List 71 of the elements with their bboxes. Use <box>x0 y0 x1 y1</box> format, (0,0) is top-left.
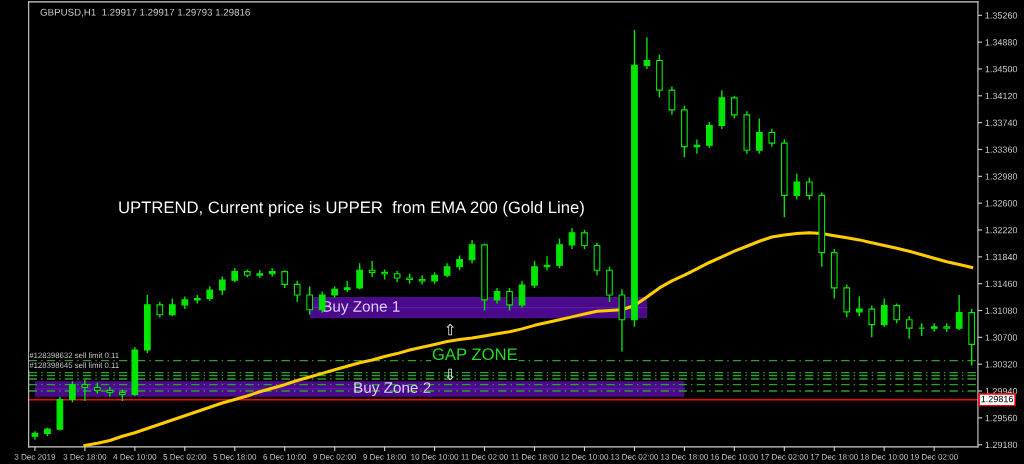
candlestick <box>81 379 89 402</box>
y-tick-label: 1.35260 <box>985 12 1018 19</box>
annotation: ⇧ <box>446 323 454 336</box>
text: GBPUSD,H1 1.29917 1.29917 1.29793 1.29816 <box>40 8 250 17</box>
y-tick-label: 1.32980 <box>985 173 1018 180</box>
x-tick-label: 11 Dec 02:00 <box>461 453 508 460</box>
y-tick-label: 1.29560 <box>985 414 1018 422</box>
annotation: GAP ZONE <box>432 348 518 361</box>
x-tick-label: 5 Dec 02:00 <box>163 453 207 460</box>
candlestick <box>506 287 513 312</box>
candlestick <box>368 260 376 279</box>
y-tick-label: 1.32600 <box>985 200 1018 207</box>
candlestick <box>706 121 713 149</box>
y-tick-label: 1.34500 <box>985 65 1018 73</box>
candlestick <box>793 172 801 201</box>
y-tick-label: 1.34120 <box>985 92 1018 100</box>
x-tick-label: 17 Dec 02:00 <box>760 453 808 460</box>
candlestick <box>218 275 226 296</box>
candlestick <box>556 237 563 269</box>
x-tick-label: 4 Dec 10:00 <box>113 453 157 460</box>
candlestick <box>880 297 888 328</box>
y-tick-label: 1.29940 <box>985 388 1018 395</box>
x-tick-label: 13 Dec 18:00 <box>661 453 709 460</box>
candlestick <box>356 262 364 291</box>
candlestick <box>755 117 763 155</box>
x-tick-label: 9 Dec 02:00 <box>313 453 357 460</box>
candlestick <box>955 294 963 331</box>
x-tick-label: 3 Dec 2019 <box>14 453 56 460</box>
x-tick-label: 12 Dec 10:00 <box>561 453 609 460</box>
x-tick-label: 16 Dec 10:00 <box>711 453 759 460</box>
x-tick-label: 3 Dec 18:00 <box>63 453 107 460</box>
candlestick <box>905 315 913 340</box>
candlestick <box>855 295 863 317</box>
x-tick-label: 17 Dec 18:00 <box>810 453 858 460</box>
x-tick-label: 10 Dec 10:00 <box>411 453 459 460</box>
candlestick <box>805 177 813 201</box>
candlestick <box>468 239 476 264</box>
candlestick <box>893 302 901 324</box>
candlestick <box>730 95 738 120</box>
candlestick <box>343 280 351 293</box>
candlestick <box>531 260 538 289</box>
candlestick <box>568 227 576 250</box>
y-tick-label: 1.32220 <box>985 226 1018 234</box>
x-tick-label: 11 Dec 18:00 <box>511 453 558 460</box>
candlestick <box>69 380 76 404</box>
x-tick-label: 13 Dec 02:00 <box>611 453 659 460</box>
y-tick-label: 1.30700 <box>985 334 1018 341</box>
candlestick <box>518 280 526 309</box>
x-tick-label: 5 Dec 18:00 <box>213 453 257 460</box>
y-tick-label: 1.29180 <box>985 441 1018 449</box>
ref-line-label: 1.29816 <box>981 395 1013 403</box>
candlestick <box>581 229 588 250</box>
candlestick <box>868 304 876 339</box>
y-tick-label: 1.31080 <box>985 307 1018 314</box>
y-tick-label: 1.33740 <box>985 119 1018 126</box>
y-tick-label: 1.31460 <box>985 280 1018 288</box>
x-tick-label: 18 Dec 10:00 <box>860 453 908 460</box>
x-tick-label: 9 Dec 18:00 <box>363 453 407 460</box>
candlestick <box>293 280 301 303</box>
annotation: UPTREND, Current price is UPPER from EMA 200 (Gold Line) <box>119 201 584 217</box>
candlestick <box>306 285 314 316</box>
y-tick-label: 1.34880 <box>985 39 1018 46</box>
x-tick-label: 6 Dec 10:00 <box>263 453 307 460</box>
annotation: ⇩ <box>446 368 454 381</box>
y-tick-label: 1.33360 <box>985 146 1018 153</box>
x-tick-label: 19 Dec 02:00 <box>910 453 958 460</box>
candlestick <box>643 36 651 70</box>
candlestick <box>106 386 114 398</box>
candlestick <box>668 85 676 116</box>
y-tick-label: 1.30320 <box>985 361 1018 368</box>
y-tick-label: 1.31840 <box>985 253 1018 261</box>
